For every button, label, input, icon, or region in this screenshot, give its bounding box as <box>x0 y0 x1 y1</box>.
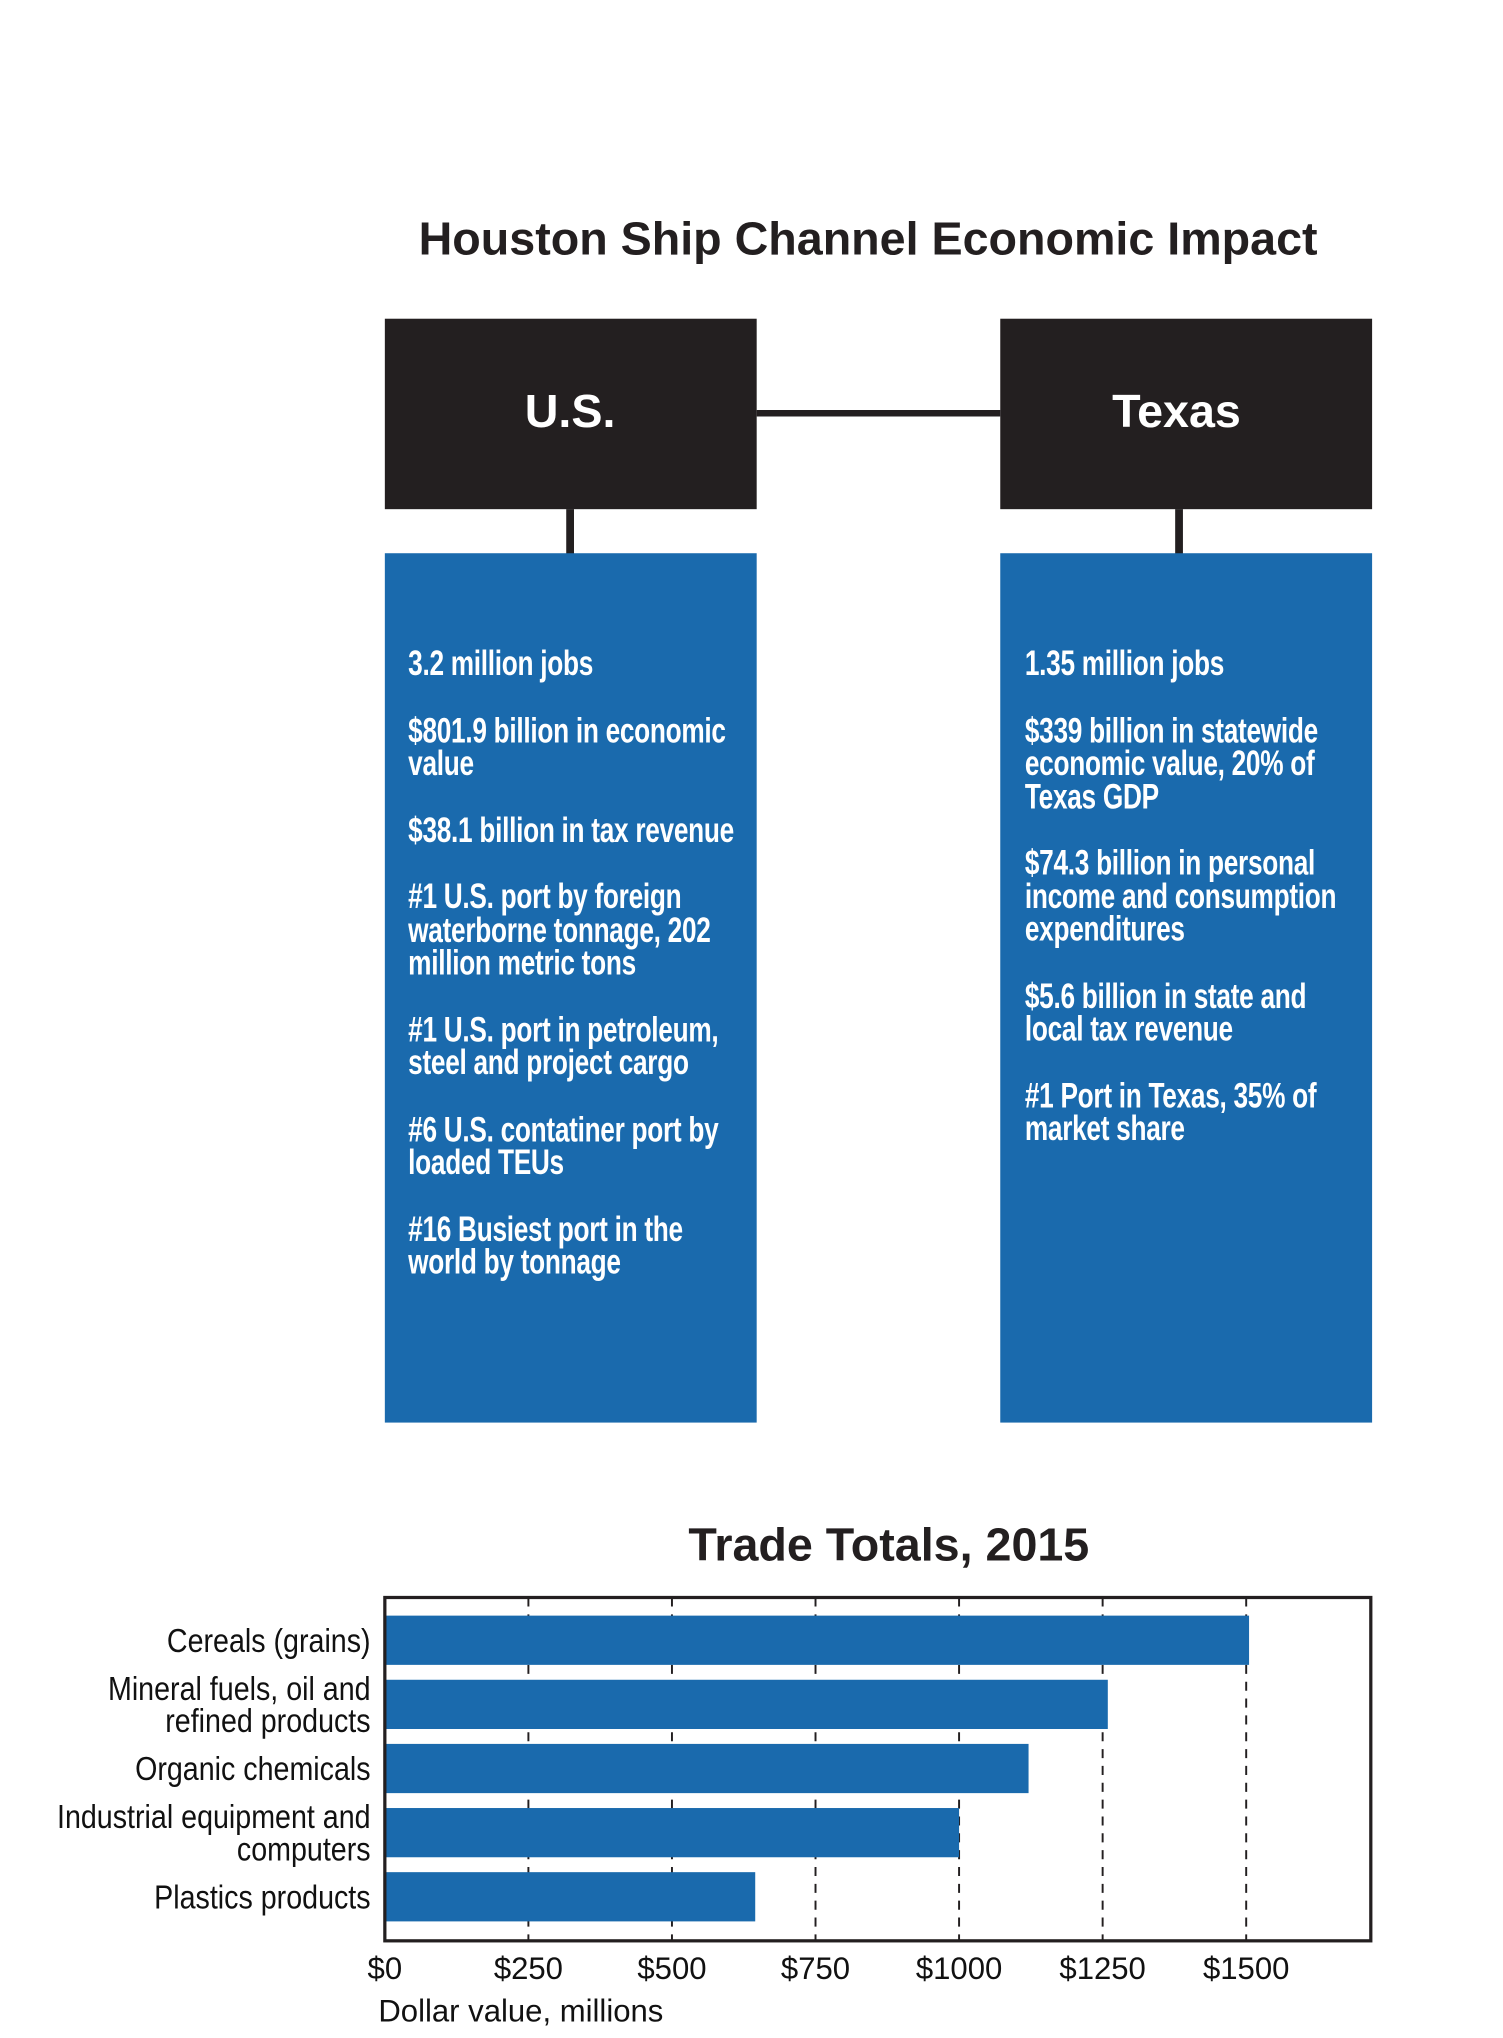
item-list: 1.35 million jobs $339 billion in statewi… <box>1025 648 1355 1146</box>
list-item: #1 U.S. port by foreign waterborne tonna… <box>408 877 711 983</box>
list-item: $339 billion in statewide economic value… <box>1024 710 1318 816</box>
list-item: $74.3 billion in personal income and con… <box>1024 843 1337 949</box>
y-tick-label-box: Mineral fuels, oil and refined products <box>26 1671 371 1738</box>
x-tick-label: $0 <box>368 1951 403 1986</box>
main-title: Houston Ship Channel Economic Impact <box>419 213 1318 265</box>
y-tick-label: Organic chemicals <box>135 1748 371 1788</box>
y-tick-label-frame: Plastics products <box>26 1863 371 1930</box>
list-item: $801.9 billion in economic value <box>408 710 726 783</box>
column-heading: Texas <box>1112 385 1241 437</box>
item-list-frame: 1.35 million jobs $339 billion in statewi… <box>1025 648 1355 1146</box>
x-tick-label: $500 <box>637 1951 706 1986</box>
plot-frame <box>383 1595 1373 1943</box>
y-tick-label-frame: Industrial equipment and computers <box>26 1799 371 1866</box>
list-item: $38.1 billion in tax revenue <box>408 810 734 850</box>
heading-box <box>1000 318 1373 510</box>
x-axis-label: Dollar value, millions <box>378 1994 663 2029</box>
y-tick-label-box: Industrial equipment and computers <box>26 1799 371 1866</box>
y-tick-label-frame: Organic chemicals <box>26 1735 371 1802</box>
x-tick-label: $1000 <box>916 1951 1002 1986</box>
x-tick-label: $250 <box>494 1951 563 1986</box>
list-item: #6 U.S. contatiner port by loaded TEUs <box>408 1109 719 1182</box>
list-item: $5.6 billion in state and local tax reve… <box>1024 976 1307 1049</box>
bar <box>384 1743 1029 1794</box>
list-item: 1.35 million jobs <box>1024 647 1225 683</box>
bar <box>384 1679 1108 1729</box>
plot: $0 $250 $500 $750 $1000 $1250 $1500 <box>368 1597 1289 1986</box>
y-tick-label-box: Organic chemicals <box>26 1735 371 1802</box>
list-item: #1 U.S. port in petroleum, steel and pro… <box>408 1009 719 1082</box>
y-tick-label: Plastics products <box>154 1876 371 1916</box>
item-list: 3.2 million jobs $801.9 billion in econom… <box>408 648 738 1280</box>
y-tick-label-frame: Cereals (grains) <box>26 1607 371 1674</box>
list-item: #16 Busiest port in the world by tonnage <box>408 1209 683 1282</box>
y-tick-label: Industrial equipment and computers <box>57 1798 371 1867</box>
y-tick-label: Mineral fuels, oil and refined products <box>107 1670 371 1739</box>
x-tick-label: $1500 <box>1203 1951 1289 1986</box>
column-heading: U.S. <box>525 385 616 437</box>
chart-title: Trade Totals, 2015 <box>688 1519 1089 1571</box>
list-item: #1 Port in Texas, 35% of market share <box>1024 1076 1317 1148</box>
item-list-frame: 3.2 million jobs $801.9 billion in econom… <box>408 648 738 1280</box>
info-box <box>384 553 757 1423</box>
heading-box <box>384 318 757 510</box>
y-tick-label-box: Plastics products <box>26 1863 371 1930</box>
bar <box>384 1808 960 1858</box>
bar <box>384 1872 756 1922</box>
y-tick-label: Cereals (grains) <box>166 1620 371 1660</box>
x-tick-label: $750 <box>781 1951 850 1986</box>
y-tick-label-box: Cereals (grains) <box>26 1607 371 1674</box>
x-tick-label: $1250 <box>1059 1951 1145 1986</box>
bar <box>384 1615 1250 1665</box>
list-item: 3.2 million jobs <box>408 647 594 683</box>
info-box <box>1000 553 1373 1423</box>
y-tick-label-frame: Mineral fuels, oil and refined products <box>26 1671 371 1738</box>
